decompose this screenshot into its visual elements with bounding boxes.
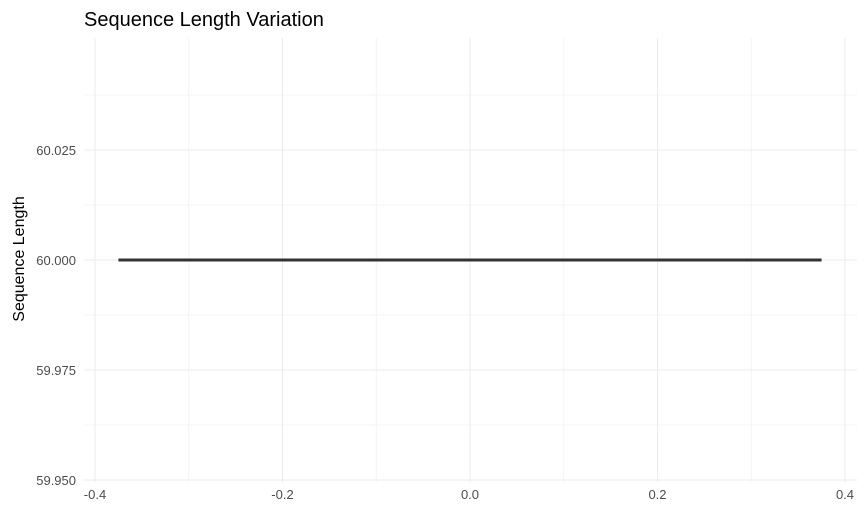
- y-tick-label: 59.975: [36, 363, 76, 378]
- x-tick-label: -0.2: [271, 487, 293, 502]
- x-tick-label: -0.4: [84, 487, 106, 502]
- x-tick-label: 0.4: [836, 487, 854, 502]
- y-tick-label: 60.000: [36, 253, 76, 268]
- y-tick-label: 59.950: [36, 473, 76, 488]
- y-tick-label: 60.025: [36, 143, 76, 158]
- grid: [84, 38, 857, 482]
- x-axis-ticks: -0.4 -0.2 0.0 0.2 0.4: [84, 487, 854, 502]
- y-axis-ticks: 59.950 59.975 60.000 60.025: [36, 143, 76, 488]
- y-axis-title: Sequence Length: [11, 196, 28, 321]
- x-tick-label: 0.0: [461, 487, 479, 502]
- x-tick-label: 0.2: [648, 487, 666, 502]
- chart-title: Sequence Length Variation: [84, 9, 324, 31]
